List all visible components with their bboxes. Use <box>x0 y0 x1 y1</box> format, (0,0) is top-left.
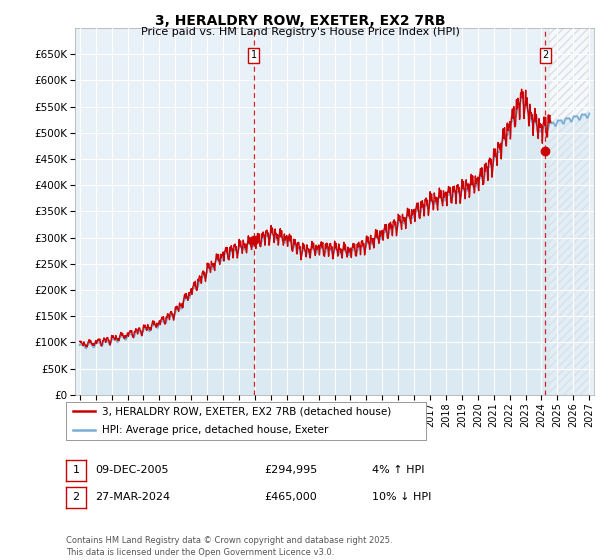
Text: Contains HM Land Registry data © Crown copyright and database right 2025.
This d: Contains HM Land Registry data © Crown c… <box>66 536 392 557</box>
Text: 09-DEC-2005: 09-DEC-2005 <box>95 465 168 475</box>
Text: 27-MAR-2024: 27-MAR-2024 <box>95 492 170 502</box>
Text: 2: 2 <box>73 492 79 502</box>
Text: 10% ↓ HPI: 10% ↓ HPI <box>372 492 431 502</box>
Text: 1: 1 <box>251 50 257 60</box>
Text: 1: 1 <box>73 465 79 475</box>
Text: £294,995: £294,995 <box>264 465 317 475</box>
Text: HPI: Average price, detached house, Exeter: HPI: Average price, detached house, Exet… <box>102 426 328 436</box>
Text: Price paid vs. HM Land Registry's House Price Index (HPI): Price paid vs. HM Land Registry's House … <box>140 27 460 37</box>
Text: £465,000: £465,000 <box>264 492 317 502</box>
Text: 2: 2 <box>542 50 548 60</box>
Text: 4% ↑ HPI: 4% ↑ HPI <box>372 465 425 475</box>
Text: 3, HERALDRY ROW, EXETER, EX2 7RB (detached house): 3, HERALDRY ROW, EXETER, EX2 7RB (detach… <box>102 407 391 417</box>
Text: 3, HERALDRY ROW, EXETER, EX2 7RB: 3, HERALDRY ROW, EXETER, EX2 7RB <box>155 14 445 28</box>
